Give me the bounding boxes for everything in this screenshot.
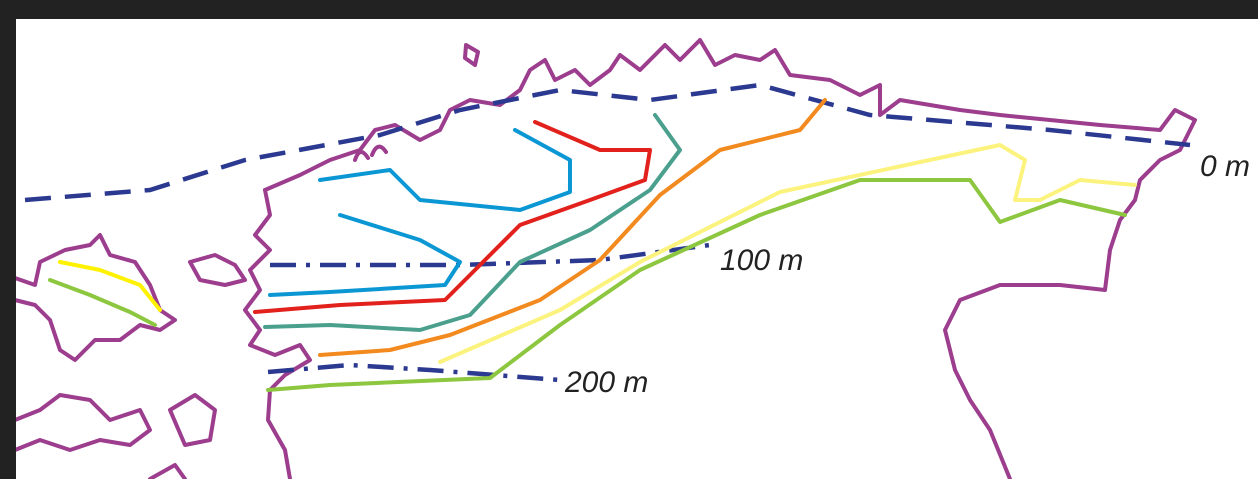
depth-line-200 (267, 362, 561, 383)
islets-north (353, 144, 388, 162)
islet (463, 43, 480, 67)
depth-label: 200 m (564, 366, 648, 399)
depth-line-100 (270, 242, 711, 268)
isoline-green (266, 178, 1127, 392)
isoline-yellow (438, 143, 1137, 364)
south-island-3 (148, 463, 187, 479)
west-coast (243, 188, 312, 479)
depth-line-0 (24, 82, 1191, 203)
south-islands (13, 393, 152, 452)
mainland-coast (263, 38, 1197, 479)
isoline-orange (318, 98, 827, 357)
isoline-blue (268, 213, 462, 297)
isolines (48, 98, 1137, 392)
depth-label: 100 m (720, 244, 803, 277)
frame-top (0, 0, 1258, 19)
frame-left (0, 0, 16, 479)
island-large (13, 233, 177, 362)
isoline-red (253, 120, 652, 314)
depth-label: 0 m (1200, 150, 1250, 183)
isoline-green-island (48, 278, 157, 327)
isoline-yellow-island (58, 260, 162, 312)
isoline-blue (318, 128, 572, 212)
isoline-teal (263, 113, 682, 332)
coastline (13, 38, 1197, 479)
south-island-2 (168, 393, 217, 447)
island-small (188, 253, 247, 287)
